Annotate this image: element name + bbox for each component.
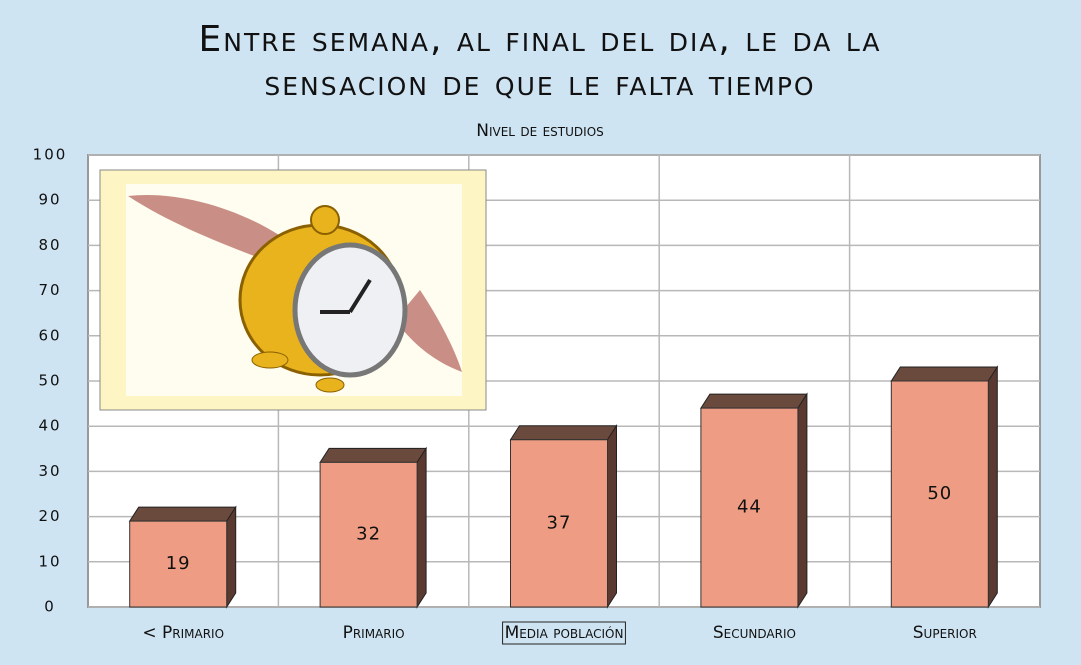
clock-illustration (100, 170, 486, 410)
bar-top (130, 507, 236, 521)
y-tick-label: 100 (33, 146, 68, 164)
x-tick-label: Secundario (713, 623, 796, 643)
y-tick-label: 10 (38, 552, 61, 570)
chart: Nivel de estudios 0 10 20 30 40 50 60 70 80 90 100… (0, 0, 1081, 665)
x-tick-label: Superior (913, 623, 977, 643)
value-label: 44 (737, 497, 762, 518)
value-label: 32 (356, 524, 381, 545)
bar-side (988, 367, 997, 607)
y-tick-label: 0 (44, 598, 56, 616)
bar-side (417, 448, 426, 607)
value-label: 37 (547, 512, 572, 533)
y-tick-label: 90 (38, 191, 61, 209)
y-tick-label: 80 (38, 236, 61, 254)
bar-top (511, 426, 617, 440)
y-tick-label: 50 (38, 372, 61, 390)
y-tick-label: 60 (38, 326, 61, 344)
bar-top (891, 367, 997, 381)
bar-top (701, 394, 807, 408)
bar-top (320, 448, 426, 462)
bar-side (227, 507, 236, 607)
x-tick-label: < Primario (142, 623, 224, 643)
bar-side (798, 394, 807, 607)
page: {"chart_data": {"type": "bar", "title": … (0, 0, 1081, 665)
x-tick-label: Media población (505, 623, 624, 643)
y-tick-label: 70 (38, 281, 61, 299)
y-tick-label: 40 (38, 417, 61, 435)
value-label: 50 (927, 483, 952, 504)
y-tick-label: 30 (38, 462, 61, 480)
bar-side (608, 426, 617, 607)
value-label: 19 (166, 553, 191, 574)
chart-subtitle: Nivel de estudios (476, 121, 604, 141)
x-tick-label: Primario (343, 623, 405, 643)
y-tick-label: 20 (38, 507, 61, 525)
